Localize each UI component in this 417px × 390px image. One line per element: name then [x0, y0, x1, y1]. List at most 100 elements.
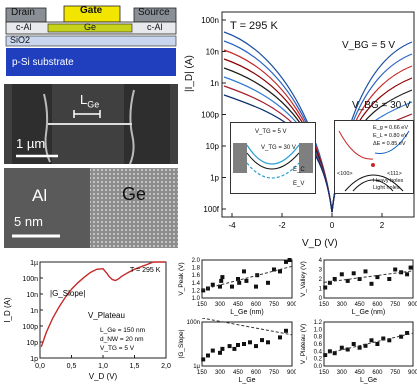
scatter-point — [375, 342, 380, 346]
scatter-trend-line — [323, 332, 414, 355]
scatter-point — [206, 353, 210, 358]
scatter-xtick-label: 750 — [269, 302, 280, 308]
scatter-point — [201, 357, 206, 362]
iv-annotation-dnw: d_NW = 20 nm — [100, 336, 144, 343]
drain-label: Drain — [11, 7, 35, 18]
scatter-frame — [323, 321, 414, 367]
scatter-ylabel: V_Valley (V) — [300, 261, 307, 297]
main-ytick-label: 10n — [206, 48, 219, 57]
iv-annotation-vplateau: V_Plateau — [88, 311, 125, 320]
scatter-ytick-label: 1.8 — [192, 266, 201, 272]
main-ytick-label: 1p — [210, 174, 219, 183]
scatter-point — [210, 282, 215, 287]
scatter-ytick-label: 3 — [319, 268, 323, 274]
scatter-point — [218, 284, 222, 289]
inset-k111: <111> — [387, 171, 402, 177]
scatter-point — [219, 278, 224, 283]
scatter-xtick-label: 450 — [233, 370, 244, 376]
scatter-xtick-label: 300 — [215, 302, 226, 308]
scatter-frame — [323, 259, 414, 299]
iv-plot-svg: 1µ 100n 10n 1n 100p 10p 1p0,0 0,5 1,0 1,5 2,0 T = 2… — [3, 260, 171, 381]
scatter-point — [393, 267, 398, 272]
scatter-xtick-label: 450 — [355, 370, 366, 376]
inset-vtg1: V_TG = 5 V — [255, 129, 287, 135]
scatter-point — [332, 351, 337, 356]
tem-ge-label: Ge — [122, 184, 147, 204]
scatter-point — [236, 343, 240, 347]
device-diagram: Drain Gate Source c-Al Ge c-Al SiO2 p-Si… — [2, 2, 180, 80]
scatter-point — [272, 267, 276, 272]
iv-xlabel: V_D (V) — [89, 372, 118, 381]
scatter-xlabel: L_Ge — [360, 377, 377, 384]
scatter-xtick-label: 150 — [319, 302, 330, 308]
sem-length-label: LGe — [80, 92, 100, 110]
scatter-ytick-label: 100n — [187, 320, 200, 326]
scatter-point — [220, 275, 225, 280]
band-diagram-inset: V_TG = 5 V V_TG = 30 V E_C E_V — [230, 122, 316, 194]
scatter-point — [278, 335, 282, 340]
scatter-point — [244, 278, 249, 283]
scatter-point — [339, 345, 344, 350]
scatter-gslope-svg: 150 300 450 600 750 900 1µ 100n L_Ge |G_Slope| — [178, 317, 298, 384]
inset-ev: E_V — [293, 181, 305, 187]
scatter-point — [327, 280, 332, 285]
iv-ytick-label: 10n — [26, 292, 38, 299]
scatter-point — [351, 271, 356, 276]
scatter-point — [405, 331, 410, 335]
scatter-xlabel: L_Ge (nm) — [230, 309, 263, 316]
sem-image: LGe 1 µm — [4, 84, 178, 165]
scatter-point — [363, 269, 368, 274]
scatter-ytick-label: 1.0 — [192, 296, 201, 302]
scatter-ytick-label: 4 — [319, 258, 323, 264]
scatter-point — [210, 348, 215, 353]
main-xtick-label: -4 — [228, 221, 236, 230]
scatter-point — [345, 278, 350, 283]
iv-annotation-vtg: V_TG = 5 V — [100, 345, 135, 352]
scatter-point — [369, 281, 374, 286]
iv-ylabel: I_D (A) — [3, 297, 12, 323]
bandstructure-inset: E_g = 0.66 eV E_L = 0.80 eV ΔE = 0.85 eV… — [334, 120, 414, 194]
scatter-xtick-label: 900 — [287, 370, 296, 376]
scatter-xtick-label: 300 — [337, 302, 348, 308]
tem-scale-label: 5 nm — [14, 214, 43, 229]
scatter-ytick-label: 1 — [319, 287, 323, 293]
scatter-trend-line — [201, 265, 293, 291]
tem-al-label: Al — [32, 186, 48, 205]
iv-xtick-label: 1,0 — [98, 363, 108, 370]
scatter-ytick-label: 1.2 — [192, 288, 201, 294]
gate-label: Gate — [80, 5, 103, 16]
scatter-point — [260, 338, 264, 343]
scatter-vpeak-svg: 150 300 450 600 750 900 1.0 1.21.4 1.61.8 2.0 L_Ge… — [178, 258, 298, 316]
scatter-vplateau: 150 300 450 600 750 900 0.0 0.2 0.4 0.6 0.8 1.0 1.2 L… — [298, 318, 417, 384]
scatter-point — [287, 258, 292, 262]
scatter-point — [218, 350, 222, 355]
channel-label: Ge — [84, 22, 97, 32]
scatter-point — [254, 284, 258, 289]
sem-scale-label: 1 µm — [16, 136, 46, 151]
iv-annotation-lge: L_Ge = 150 nm — [100, 327, 145, 334]
scatter-point — [405, 272, 410, 277]
inset-light: Light holes — [373, 185, 400, 191]
nwtd-iv-plot: 1µ 100n 10n 1n 100p 10p 1p 0,0 0,5 1,0 1,5 2,0 T = 2… — [2, 256, 174, 385]
scatter-point — [237, 280, 242, 285]
scatter-trend-line — [201, 317, 293, 336]
scatter-ytick-label: 0.4 — [314, 349, 323, 355]
iv-ytick-label: 100n — [22, 276, 38, 283]
scatter-ytick-label: 1.4 — [192, 281, 201, 287]
main-ytick-label: 10p — [206, 142, 220, 151]
iv-xtick-label: 0,5 — [67, 363, 77, 370]
inset-k100: <100> — [337, 171, 353, 177]
scatter-ytick-label: 1.2 — [314, 320, 323, 326]
scatter-point — [254, 344, 258, 349]
main-xtick-label: -2 — [278, 221, 286, 230]
scatter-point — [351, 342, 356, 346]
scatter-xtick-label: 150 — [197, 302, 208, 308]
iv-plot-frame — [39, 261, 167, 359]
scatter-xtick-label: 300 — [337, 370, 348, 376]
scatter-ylabel: V_Peak (V) — [178, 262, 185, 295]
scatter-vvalley-svg: 150 300 450 600 750 900 0 1 2 3 4 L_Ge (nm) V_Valley… — [300, 258, 417, 316]
vbg-bottom-label: V_BG = 30 V — [352, 100, 411, 111]
main-ytick-label: 100f — [203, 205, 219, 214]
vbg-top-label: V_BG = 5 V — [342, 40, 396, 51]
inset-el: E_L = 0.80 eV — [373, 133, 408, 139]
